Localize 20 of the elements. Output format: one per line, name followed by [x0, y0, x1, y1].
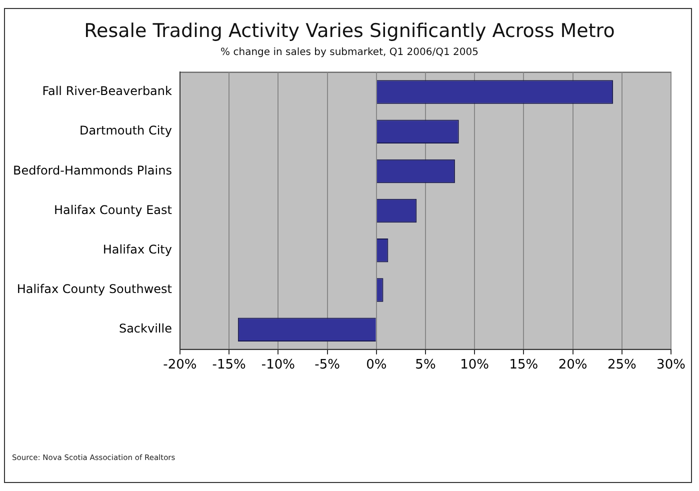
x-tick-label: 15%	[509, 358, 538, 373]
x-tick-label: 30%	[656, 358, 686, 373]
x-tick-label: -10%	[261, 358, 295, 373]
x-tick-label: 20%	[558, 358, 588, 373]
x-tick-label: -20%	[163, 358, 197, 373]
y-tick-label: Fall River-Beaverbank	[42, 84, 172, 98]
y-tick-label: Halifax County East	[54, 202, 172, 217]
x-tick-label: 0%	[366, 358, 387, 373]
y-tick-label: Halifax City	[102, 242, 172, 257]
y-tick-label: Bedford-Hammonds Plains	[12, 163, 172, 178]
x-tick-label: 25%	[607, 358, 636, 373]
x-tick-label: -5%	[314, 358, 340, 373]
y-tick-label: Dartmouth City	[79, 124, 172, 138]
x-tick-label: -15%	[212, 358, 246, 373]
y-tick-label: Sackville	[118, 322, 172, 336]
x-tick-label: 5%	[415, 358, 436, 373]
chart-subtitle: % change in sales by submarket, Q1 2006/Q1 2005	[220, 47, 480, 58]
x-tick-label: 10%	[460, 358, 490, 373]
chart-title: Resale Trading Activity Varies Significantly Across Metro	[83, 20, 616, 42]
y-tick-label: Halifax County Southwest	[16, 282, 172, 296]
